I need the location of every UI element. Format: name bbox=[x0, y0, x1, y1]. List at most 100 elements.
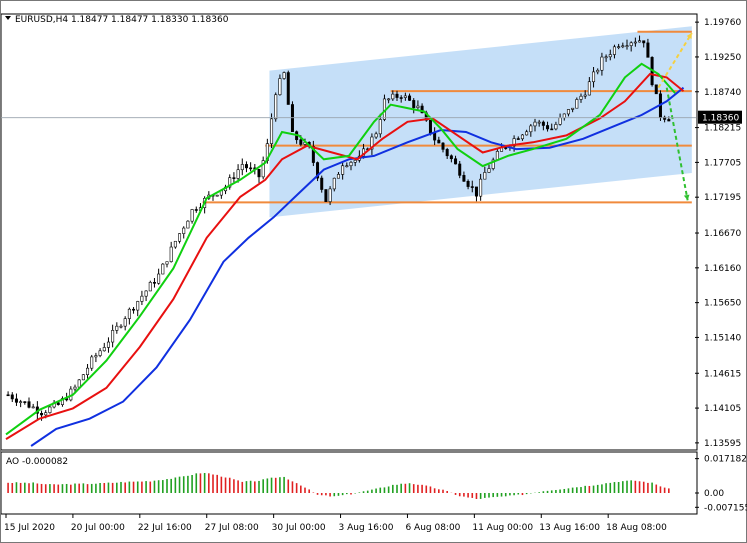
candle-body bbox=[157, 273, 161, 284]
price-tick-label: 1.16160 bbox=[704, 264, 741, 274]
price-tick-label: 1.17195 bbox=[704, 193, 741, 203]
candle-body bbox=[667, 119, 671, 122]
candle-body bbox=[353, 159, 357, 163]
candle-body bbox=[14, 398, 18, 403]
candle-body bbox=[324, 189, 328, 202]
candle-body bbox=[136, 301, 140, 311]
candle-body bbox=[537, 121, 541, 124]
candle-body bbox=[663, 116, 667, 120]
candle-body bbox=[516, 138, 520, 140]
time-tick-label: 15 Jul 2020 bbox=[4, 523, 55, 533]
candle-body bbox=[437, 139, 441, 144]
candle-body bbox=[596, 69, 600, 73]
candle-body bbox=[148, 282, 152, 292]
arrow-head-icon bbox=[686, 33, 692, 40]
candle-body bbox=[236, 169, 240, 179]
candle-body bbox=[40, 412, 44, 416]
candle-body bbox=[48, 406, 52, 413]
price-tick-label: 1.14105 bbox=[704, 404, 741, 414]
candle-body bbox=[491, 159, 495, 169]
time-tick-label: 30 Jul 00:00 bbox=[272, 523, 326, 533]
candle-body bbox=[391, 93, 395, 100]
candle-body bbox=[332, 177, 336, 190]
candle-body bbox=[282, 72, 286, 79]
candle-body bbox=[178, 233, 182, 242]
candle-body bbox=[546, 125, 550, 130]
candle-body bbox=[320, 177, 324, 190]
ao-panel-frame bbox=[0, 451, 698, 515]
candle-body bbox=[349, 161, 353, 167]
candle-body bbox=[445, 149, 449, 157]
candle-body bbox=[286, 72, 290, 105]
symbol-menu-triangle-icon[interactable] bbox=[5, 16, 11, 20]
candle-body bbox=[169, 246, 173, 262]
candle-body bbox=[433, 132, 437, 141]
candle-body bbox=[399, 97, 403, 99]
time-tick-label: 18 Aug 08:00 bbox=[606, 523, 667, 533]
channel-band bbox=[269, 26, 692, 218]
candle-body bbox=[190, 209, 194, 222]
candle-body bbox=[215, 194, 219, 197]
candle-body bbox=[23, 401, 27, 403]
candle-body bbox=[441, 142, 445, 150]
forecast-arrow-up bbox=[657, 32, 693, 89]
arrow-head-icon bbox=[683, 194, 690, 201]
candle-body bbox=[625, 45, 629, 47]
candle-body bbox=[466, 180, 470, 187]
candle-body bbox=[27, 401, 31, 408]
candle-body bbox=[579, 95, 583, 100]
ao-tick-label: 0.017182 bbox=[704, 455, 747, 465]
candle-body bbox=[621, 45, 625, 48]
candle-body bbox=[412, 100, 416, 108]
time-tick-label: 11 Aug 00:00 bbox=[472, 523, 533, 533]
candle-body bbox=[408, 95, 412, 101]
candle-body bbox=[86, 367, 90, 376]
candle-body bbox=[119, 325, 123, 328]
candle-body bbox=[428, 120, 432, 134]
candle-body bbox=[642, 40, 646, 44]
candle-body bbox=[115, 325, 119, 331]
candle-body bbox=[554, 124, 558, 130]
time-tick-label: 13 Aug 16:00 bbox=[539, 523, 600, 533]
candle-body bbox=[240, 164, 244, 171]
candle-body bbox=[186, 220, 190, 229]
time-tick-label: 27 Jul 08:00 bbox=[205, 523, 259, 533]
candle-body bbox=[529, 125, 533, 133]
candle-body bbox=[274, 94, 278, 120]
time-tick-label: 3 Aug 16:00 bbox=[339, 523, 394, 533]
candle-body bbox=[520, 134, 524, 140]
price-tick-label: 1.14615 bbox=[704, 369, 741, 379]
candle-body bbox=[94, 355, 98, 358]
current-price-value: 1.18360 bbox=[702, 114, 739, 124]
candle-body bbox=[182, 227, 186, 234]
candle-body bbox=[550, 128, 554, 131]
candle-body bbox=[512, 138, 516, 147]
candle-body bbox=[261, 160, 265, 178]
candle-body bbox=[533, 121, 537, 127]
price-tick-label: 1.18215 bbox=[704, 124, 741, 134]
candle-body bbox=[232, 177, 236, 179]
moving-averages bbox=[5, 62, 685, 447]
price-tick-label: 1.15650 bbox=[704, 299, 741, 309]
candle-body bbox=[558, 117, 562, 125]
candle-body bbox=[608, 54, 612, 58]
candle-body bbox=[474, 186, 478, 197]
candle-body bbox=[345, 165, 349, 168]
candle-body bbox=[483, 172, 487, 180]
candle-body bbox=[173, 240, 177, 248]
candle-body bbox=[144, 290, 148, 297]
candle-body bbox=[161, 263, 165, 275]
candle-body bbox=[6, 394, 10, 397]
ema-fast-line bbox=[5, 62, 676, 436]
candle-body bbox=[629, 42, 633, 46]
candle-body bbox=[646, 42, 650, 58]
time-tick-label: 22 Jul 16:00 bbox=[138, 523, 192, 533]
candle-body bbox=[73, 386, 77, 390]
candle-body bbox=[617, 46, 621, 48]
candle-body bbox=[525, 131, 529, 136]
candle-body bbox=[165, 261, 169, 265]
time-tick-label: 20 Jul 00:00 bbox=[71, 523, 125, 533]
candle-body bbox=[44, 412, 48, 416]
